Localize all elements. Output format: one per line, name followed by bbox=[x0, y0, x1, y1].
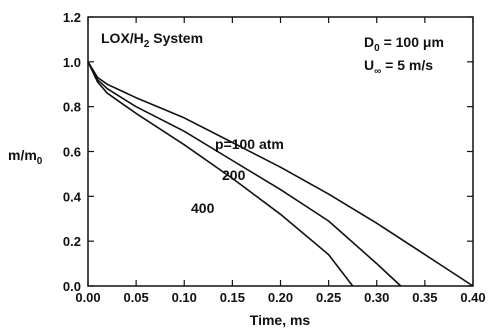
y-tick-label: 0.2 bbox=[63, 234, 81, 249]
x-tick-label: 0.00 bbox=[75, 290, 100, 305]
curve-label-400: 400 bbox=[191, 200, 215, 216]
series-line-100atm bbox=[87, 61, 474, 287]
y-tick-label: 1.0 bbox=[63, 55, 81, 70]
y-tick-label: 0.8 bbox=[63, 100, 81, 115]
curve-label-200: 200 bbox=[222, 167, 246, 183]
system-annotation: LOX/H2 System bbox=[101, 30, 203, 50]
series-line-400atm bbox=[87, 61, 354, 287]
x-tick-label: 0.35 bbox=[412, 290, 437, 305]
x-tick-label: 0.20 bbox=[268, 290, 293, 305]
y-tick-label: 0.4 bbox=[63, 189, 82, 204]
x-tick-label: 0.30 bbox=[364, 290, 389, 305]
x-tick-label: 0.40 bbox=[460, 290, 485, 305]
y-tick-label: 0.6 bbox=[63, 145, 81, 160]
x-tick-label: 0.05 bbox=[123, 290, 148, 305]
x-tick-label: 0.15 bbox=[220, 290, 245, 305]
diameter-annotation: D0 = 100 μm bbox=[364, 34, 444, 54]
series-line-200atm bbox=[87, 61, 402, 287]
y-axis-label: m/m0 bbox=[8, 147, 43, 167]
x-axis-label: Time, ms bbox=[250, 312, 311, 328]
axis-ticks: 0.00 0.05 0.10 0.15 0.20 0.25 0.30 0.35 0.40 0.0 0… bbox=[63, 10, 486, 305]
y-tick-label: 1.2 bbox=[63, 10, 81, 25]
y-tick-label: 0.0 bbox=[63, 279, 81, 294]
velocity-annotation: U∞ = 5 m/s bbox=[364, 57, 433, 77]
curve-label-100atm: p=100 atm bbox=[215, 136, 284, 152]
curves bbox=[87, 61, 474, 287]
x-tick-label: 0.10 bbox=[172, 290, 197, 305]
x-tick-label: 0.25 bbox=[316, 290, 341, 305]
